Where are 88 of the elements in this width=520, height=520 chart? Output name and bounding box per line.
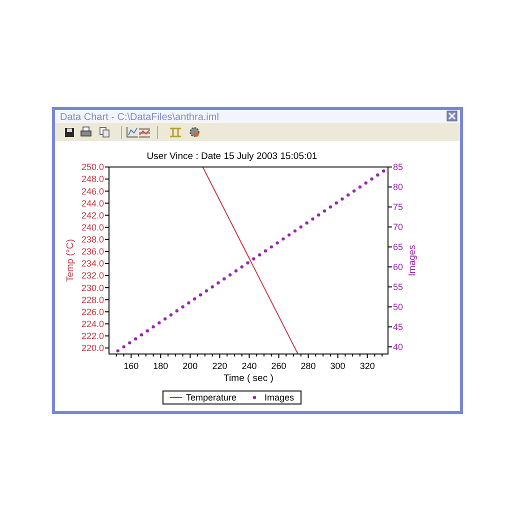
- legend-label: Images: [264, 392, 295, 403]
- y2-tick-label: 85: [393, 162, 404, 172]
- point: [128, 341, 132, 344]
- chart-title: User Vince : Date 15 July 2003 15:05:01: [146, 151, 318, 162]
- point: [334, 201, 338, 205]
- point: [364, 181, 368, 185]
- y-tick-label: 246.0: [81, 186, 104, 196]
- point: [311, 217, 314, 221]
- point: [246, 261, 250, 264]
- point: [382, 169, 386, 173]
- y-tick-label: 250.0: [81, 162, 104, 172]
- y-axis-title: Temp (°C): [65, 239, 76, 282]
- point: [287, 233, 291, 237]
- y-tick-label: 234.0: [81, 258, 104, 269]
- point: [317, 213, 320, 217]
- point: [140, 333, 144, 336]
- y-tick-label: 248.0: [81, 174, 104, 184]
- y2-tick-label: 65: [393, 242, 404, 252]
- point: [146, 329, 149, 332]
- point: [276, 241, 279, 245]
- y2-tick-label: 80: [393, 182, 404, 192]
- y2-tick-label: 50: [393, 302, 404, 312]
- x-axis-title: Time ( sec ): [224, 373, 274, 384]
- x-tick-label: 200: [182, 361, 198, 371]
- point: [222, 277, 226, 280]
- y2-tick-label: 75: [393, 202, 404, 212]
- y2-tick-label: 60: [393, 262, 404, 272]
- point: [204, 289, 208, 292]
- point: [264, 249, 268, 253]
- x-tick-label: 320: [360, 361, 375, 371]
- point: [134, 337, 138, 340]
- point: [340, 197, 344, 201]
- point: [352, 189, 356, 193]
- point: [116, 349, 120, 352]
- point: [240, 265, 244, 268]
- x-tick-label: 300: [330, 361, 346, 371]
- point: [328, 205, 332, 209]
- y-tick-label: 220.0: [81, 343, 104, 354]
- y2-tick-label: 40: [393, 342, 404, 352]
- point: [305, 221, 308, 225]
- point: [198, 293, 202, 296]
- point: [370, 177, 374, 181]
- point: [322, 209, 326, 213]
- point: [346, 193, 350, 197]
- x-tick-label: 180: [153, 361, 168, 371]
- y-tick-label: 242.0: [81, 210, 104, 220]
- point: [210, 285, 214, 288]
- point: [216, 281, 220, 284]
- point: [376, 173, 380, 177]
- point: [358, 185, 362, 189]
- text: Data Chart - C:\DataFiles\anthra.iml: [60, 112, 219, 123]
- y-tick-label: 232.0: [81, 270, 104, 281]
- point: [187, 301, 190, 304]
- point: [152, 325, 155, 328]
- y-tick-label: 244.0: [81, 198, 104, 208]
- y2-tick-label: 70: [393, 222, 404, 232]
- y2-tick-label: 55: [393, 282, 404, 292]
- point: [258, 253, 262, 257]
- y-tick-label: 224.0: [81, 318, 104, 329]
- y-tick-label: 236.0: [81, 246, 104, 257]
- x-tick-label: 280: [300, 361, 316, 371]
- point: [163, 317, 167, 320]
- y-tick-label: 226.0: [81, 306, 104, 317]
- point: [169, 313, 173, 316]
- point: [158, 321, 161, 324]
- point: [228, 273, 232, 276]
- y-tick-label: 222.0: [81, 331, 104, 342]
- point: [193, 297, 196, 300]
- point: [270, 245, 273, 249]
- point: [181, 305, 184, 308]
- y-tick-label: 230.0: [81, 282, 104, 293]
- legend-label: Temperature: [186, 392, 237, 403]
- point: [252, 257, 256, 260]
- point: [299, 225, 303, 229]
- point: [293, 229, 297, 233]
- x-tick-label: 160: [124, 361, 139, 371]
- point: [175, 309, 179, 312]
- point: [122, 345, 126, 348]
- x-tick-label: 240: [242, 361, 257, 371]
- point: [234, 269, 238, 272]
- y-tick-label: 240.0: [81, 222, 104, 232]
- x-tick-label: 220: [212, 361, 228, 371]
- y-tick-label: 238.0: [81, 234, 104, 245]
- y2-tick-label: 45: [393, 322, 404, 332]
- y2-axis-title: Images: [407, 244, 418, 276]
- point: [282, 237, 285, 241]
- x-tick-label: 260: [271, 361, 286, 371]
- y-tick-label: 228.0: [81, 294, 104, 305]
